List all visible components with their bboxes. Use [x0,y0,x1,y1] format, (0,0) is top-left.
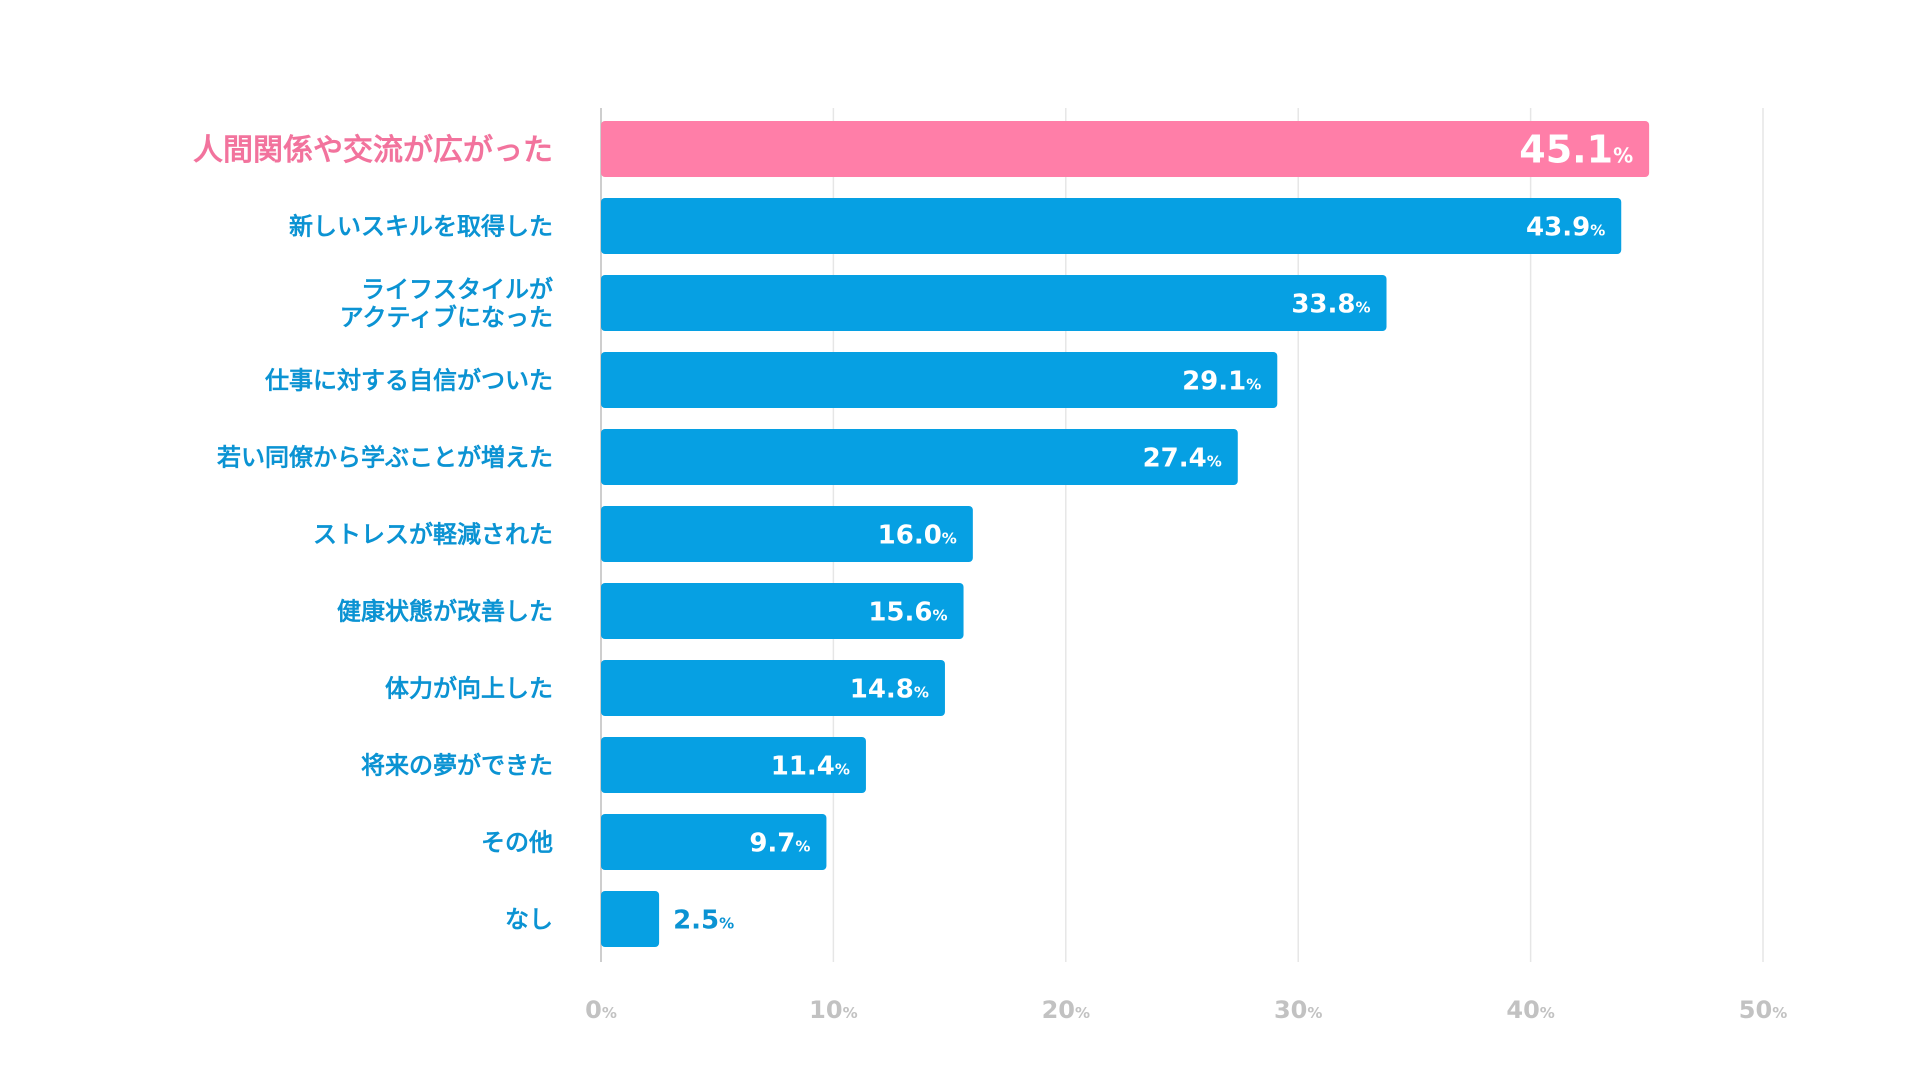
value-label: 27.4% [1143,443,1222,473]
category-label: なし [505,906,553,934]
x-tick-label: 40% [1506,996,1554,1024]
bar [601,660,945,716]
bar [601,506,973,562]
value-label: 45.1% [1519,128,1633,172]
category-label: 新しいスキルを取得した [289,213,553,241]
x-tick-label: 30% [1274,996,1322,1024]
category-label: ライフスタイルがアクティブになった [340,276,553,332]
bar [601,121,1650,177]
x-tick-label: 20% [1042,996,1090,1024]
bar [601,429,1238,485]
category-label: 健康状態が改善した [337,598,553,626]
value-label: 14.8% [850,674,929,704]
category-label: 仕事に対する自信がついた [264,367,553,395]
x-tick-label: 10% [809,996,857,1024]
x-tick-label: 50% [1739,996,1787,1024]
bar [601,275,1387,331]
category-label: ストレスが軽減された [313,521,553,549]
bar [601,583,964,639]
category-label: 人間関係や交流が広がった [193,133,553,168]
bar [601,814,827,870]
value-label: 9.7% [749,828,810,858]
value-label: 15.6% [868,597,947,627]
bar [601,891,660,947]
bar [601,198,1622,254]
value-label: 16.0% [878,520,957,550]
category-label: 体力が向上した [385,675,553,703]
bar [601,352,1278,408]
value-label: 2.5% [673,905,734,935]
x-tick-label: 0% [585,996,617,1024]
category-label: その他 [481,829,553,857]
bar [601,737,866,793]
category-label: 将来の夢ができた [361,752,553,780]
value-label: 33.8% [1291,289,1370,319]
value-label: 11.4% [771,751,850,781]
value-label: 43.9% [1526,212,1605,242]
category-label: 若い同僚から学ぶことが増えた [216,444,553,472]
value-label: 29.1% [1182,366,1261,396]
